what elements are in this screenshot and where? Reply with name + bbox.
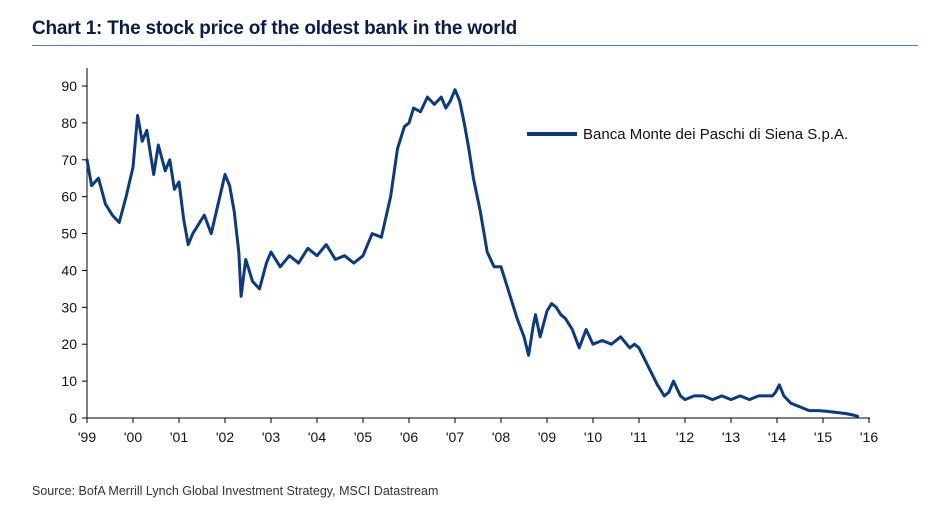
- x-tick-label: '07: [446, 429, 464, 445]
- x-tick-label: '02: [216, 429, 234, 445]
- stock-price-chart: 0 10 20 30 40 50 60 70 80 90 '99 '00 '01 '02 '03 '04 '05…: [61, 68, 878, 445]
- x-tick-label: '15: [814, 429, 832, 445]
- x-tick-label: '05: [354, 429, 372, 445]
- x-tick-label: '03: [262, 429, 280, 445]
- x-tick-label: '00: [124, 429, 142, 445]
- x-tick-label: '99: [78, 429, 96, 445]
- x-tick-label: '16: [860, 429, 878, 445]
- x-tick-label: '10: [584, 429, 602, 445]
- x-tick-label: '06: [400, 429, 418, 445]
- x-tick-label: '12: [676, 429, 694, 445]
- x-tick-label: '13: [722, 429, 740, 445]
- x-tick-label: '04: [308, 429, 326, 445]
- x-tick-label: '09: [538, 429, 556, 445]
- x-tick-label: '01: [170, 429, 188, 445]
- y-tick-label: 20: [61, 336, 77, 352]
- y-tick-label: 90: [61, 78, 77, 94]
- y-tick-label: 40: [61, 262, 77, 278]
- y-tick-label: 80: [61, 115, 77, 131]
- y-tick-label: 0: [69, 410, 77, 426]
- chart-title: Chart 1: The stock price of the oldest b…: [32, 18, 517, 39]
- y-tick-label: 30: [61, 299, 77, 315]
- y-tick-label: 10: [61, 373, 77, 389]
- x-tick-label: '11: [630, 429, 647, 445]
- y-tick-label: 50: [61, 226, 77, 242]
- y-tick-label: 70: [61, 152, 77, 168]
- x-tick-label: '14: [768, 429, 786, 445]
- source-note: Source: BofA Merrill Lynch Global Invest…: [32, 484, 439, 498]
- series-line: [85, 88, 859, 418]
- title-divider: [32, 45, 918, 46]
- legend-label: Banca Monte dei Paschi di Siena S.p.A.: [583, 126, 848, 143]
- x-tick-label: '08: [492, 429, 510, 445]
- y-tick-label: 60: [61, 189, 77, 205]
